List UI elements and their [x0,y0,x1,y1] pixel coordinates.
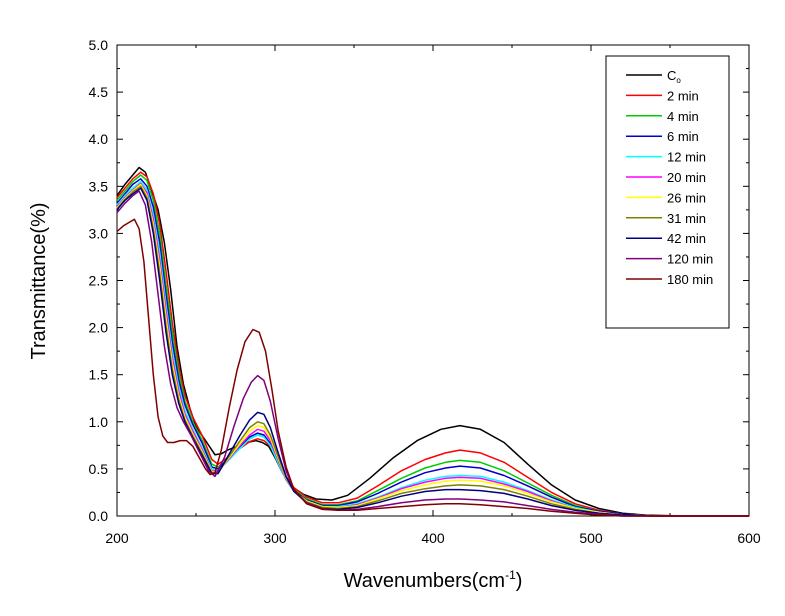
legend-label: 20 min [667,170,706,185]
x-axis-title: Wavenumbers(cm-1) [344,568,523,592]
y-tick-label: 0.5 [89,461,109,477]
legend-label: 26 min [667,190,706,205]
y-tick-label: 2.0 [89,320,109,336]
y-axis-title: Transmittance(%) [28,202,50,359]
legend-label: 2 min [667,88,699,103]
y-tick-label: 1.0 [89,414,109,430]
x-tick-label: 500 [579,530,603,546]
y-tick-label: 3.5 [89,178,109,194]
x-tick-label: 300 [263,530,287,546]
y-tick-label: 2.5 [89,273,109,289]
x-tick-label: 400 [421,530,445,546]
legend-box [605,55,730,329]
x-tick-label: 600 [737,530,761,546]
y-tick-label: 3.0 [89,225,109,241]
x-tick-label: 200 [105,530,129,546]
y-tick-label: 4.0 [89,131,109,147]
legend-label: 4 min [667,109,699,124]
series-line-31-min [116,185,749,517]
legend-label: 31 min [667,211,706,226]
y-tick-label: 0.0 [89,508,109,524]
legend-label: 180 min [667,272,713,287]
y-tick-label: 4.5 [89,84,109,100]
axis-ticks: 0.0 0.5 1.0 1.5 2.0 2.5 3.0 3.5 4.0 4.5 5.0 200 300 4… [89,37,761,546]
legend-label: 12 min [667,150,706,165]
y-tick-label: 5.0 [89,37,109,53]
legend-label: 120 min [667,252,713,267]
series-line-12-min [116,180,749,517]
series-line-42-min [116,187,749,517]
y-tick-label: 1.5 [89,367,109,383]
series-line-120-min [116,190,749,517]
legend-label: 6 min [667,129,699,144]
legend-label: 42 min [667,231,706,246]
series-lines [116,166,749,517]
series-line-c [116,166,749,517]
series-line-180-min [116,218,749,517]
series-line-26-min [116,183,749,517]
series-line-20-min [116,182,749,517]
